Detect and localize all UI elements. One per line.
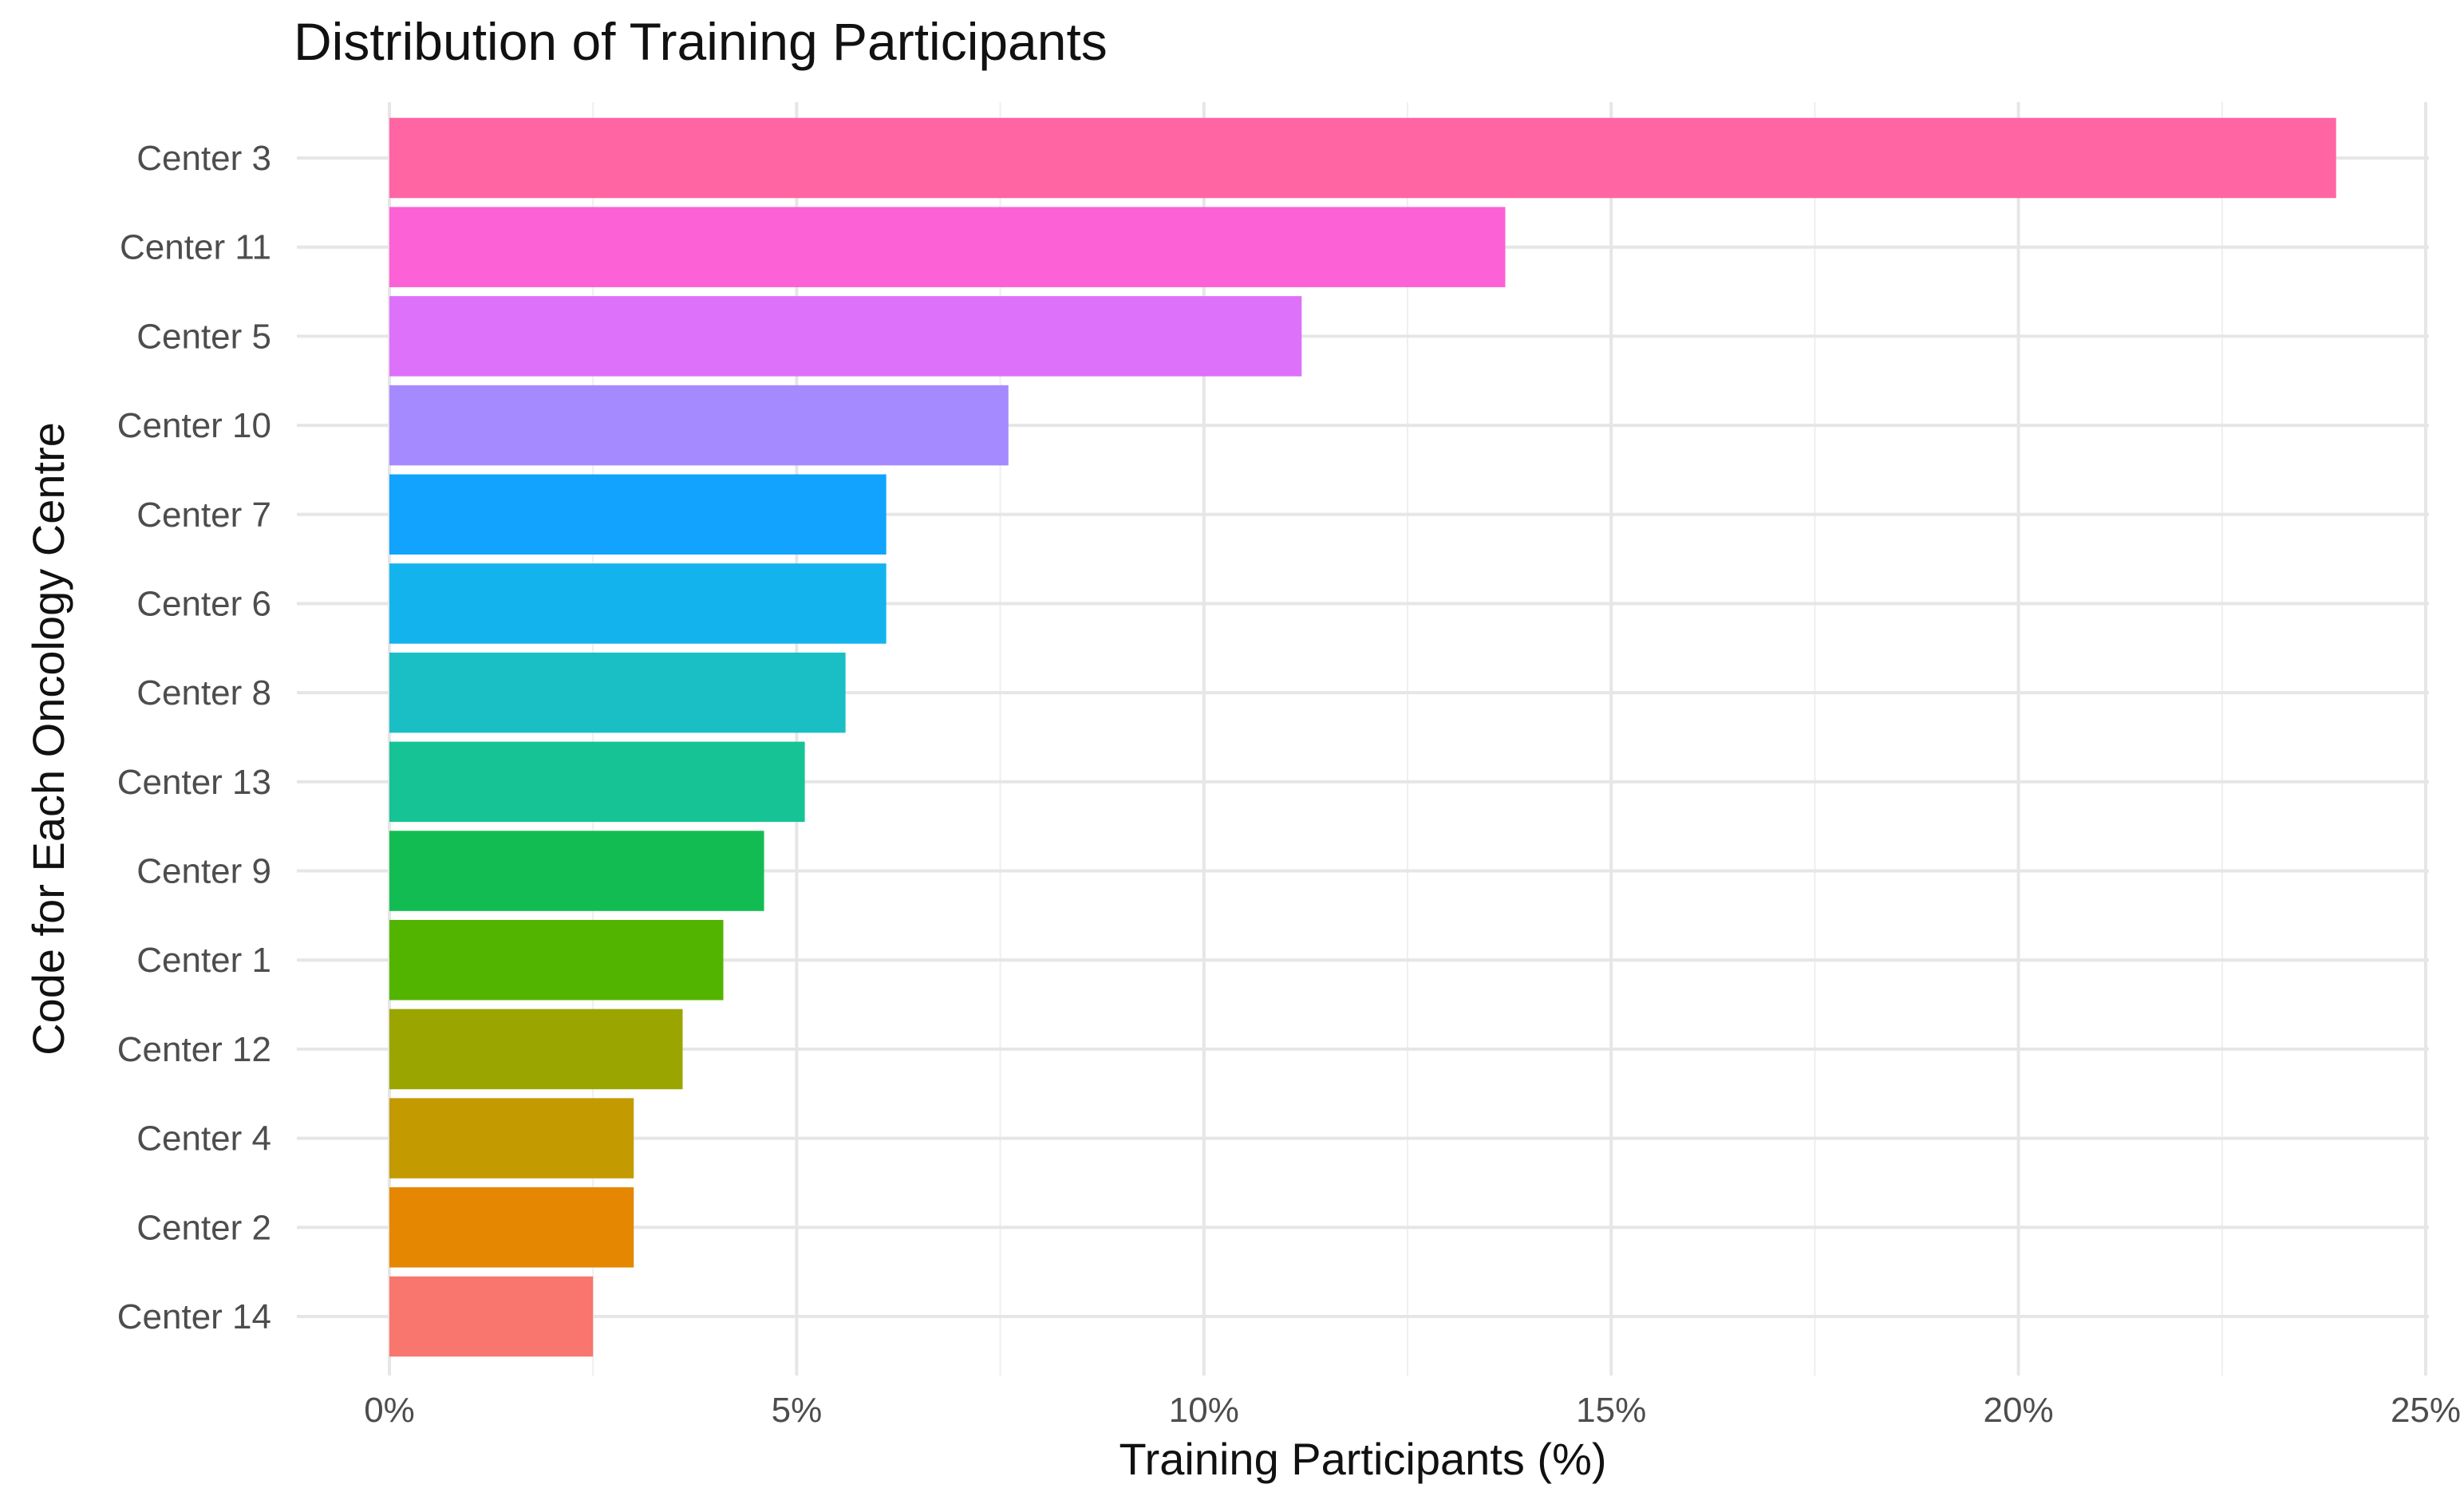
bar: [389, 117, 2336, 199]
bar: [389, 296, 1302, 377]
x-tick-label: 10%: [1169, 1391, 1239, 1430]
bar: [389, 385, 1009, 466]
y-tick-label: Center 13: [117, 763, 271, 802]
x-tick-label: 5%: [772, 1391, 823, 1430]
y-tick-label: Center 4: [136, 1119, 271, 1159]
x-axis-tick-labels: 0% 5% 10% 15% 20% 25%: [364, 1391, 2461, 1430]
y-tick-label: Center 10: [117, 406, 271, 445]
y-tick-label: Center 3: [136, 139, 271, 178]
y-tick-label: Center 2: [136, 1208, 271, 1247]
bar: [389, 1187, 634, 1268]
y-axis-tick-labels: Center 3 Center 11 Center 5 Center 10 Center…: [117, 139, 271, 1336]
bar: [389, 207, 1506, 287]
y-axis-title: Code for Each Oncology Centre: [23, 422, 73, 1056]
y-tick-label: Center 8: [136, 673, 271, 712]
x-axis-title: Training Participants (%): [1119, 1434, 1606, 1484]
bar: [389, 652, 846, 733]
bar: [389, 1276, 594, 1357]
y-tick-label: Center 9: [136, 852, 271, 891]
bar: [389, 474, 886, 555]
bar: [389, 1009, 683, 1090]
x-tick-label: 20%: [1984, 1391, 2054, 1430]
bar: [389, 1098, 634, 1178]
x-tick-label: 0%: [364, 1391, 415, 1430]
y-tick-label: Center 5: [136, 317, 271, 356]
y-tick-label: Center 7: [136, 495, 271, 535]
bar: [389, 741, 805, 823]
grid: [297, 102, 2429, 1376]
bar: [389, 563, 886, 644]
y-tick-label: Center 6: [136, 584, 271, 623]
x-tick-label: 25%: [2391, 1391, 2461, 1430]
bar: [389, 831, 764, 911]
y-tick-label: Center 14: [117, 1297, 271, 1336]
y-tick-label: Center 11: [120, 228, 271, 267]
x-tick-label: 15%: [1576, 1391, 1646, 1430]
bar: [389, 919, 724, 1001]
bars: [389, 117, 2336, 1357]
y-tick-label: Center 1: [136, 941, 271, 980]
chart-title: Distribution of Training Participants: [294, 12, 1108, 71]
y-tick-label: Center 12: [117, 1030, 271, 1069]
